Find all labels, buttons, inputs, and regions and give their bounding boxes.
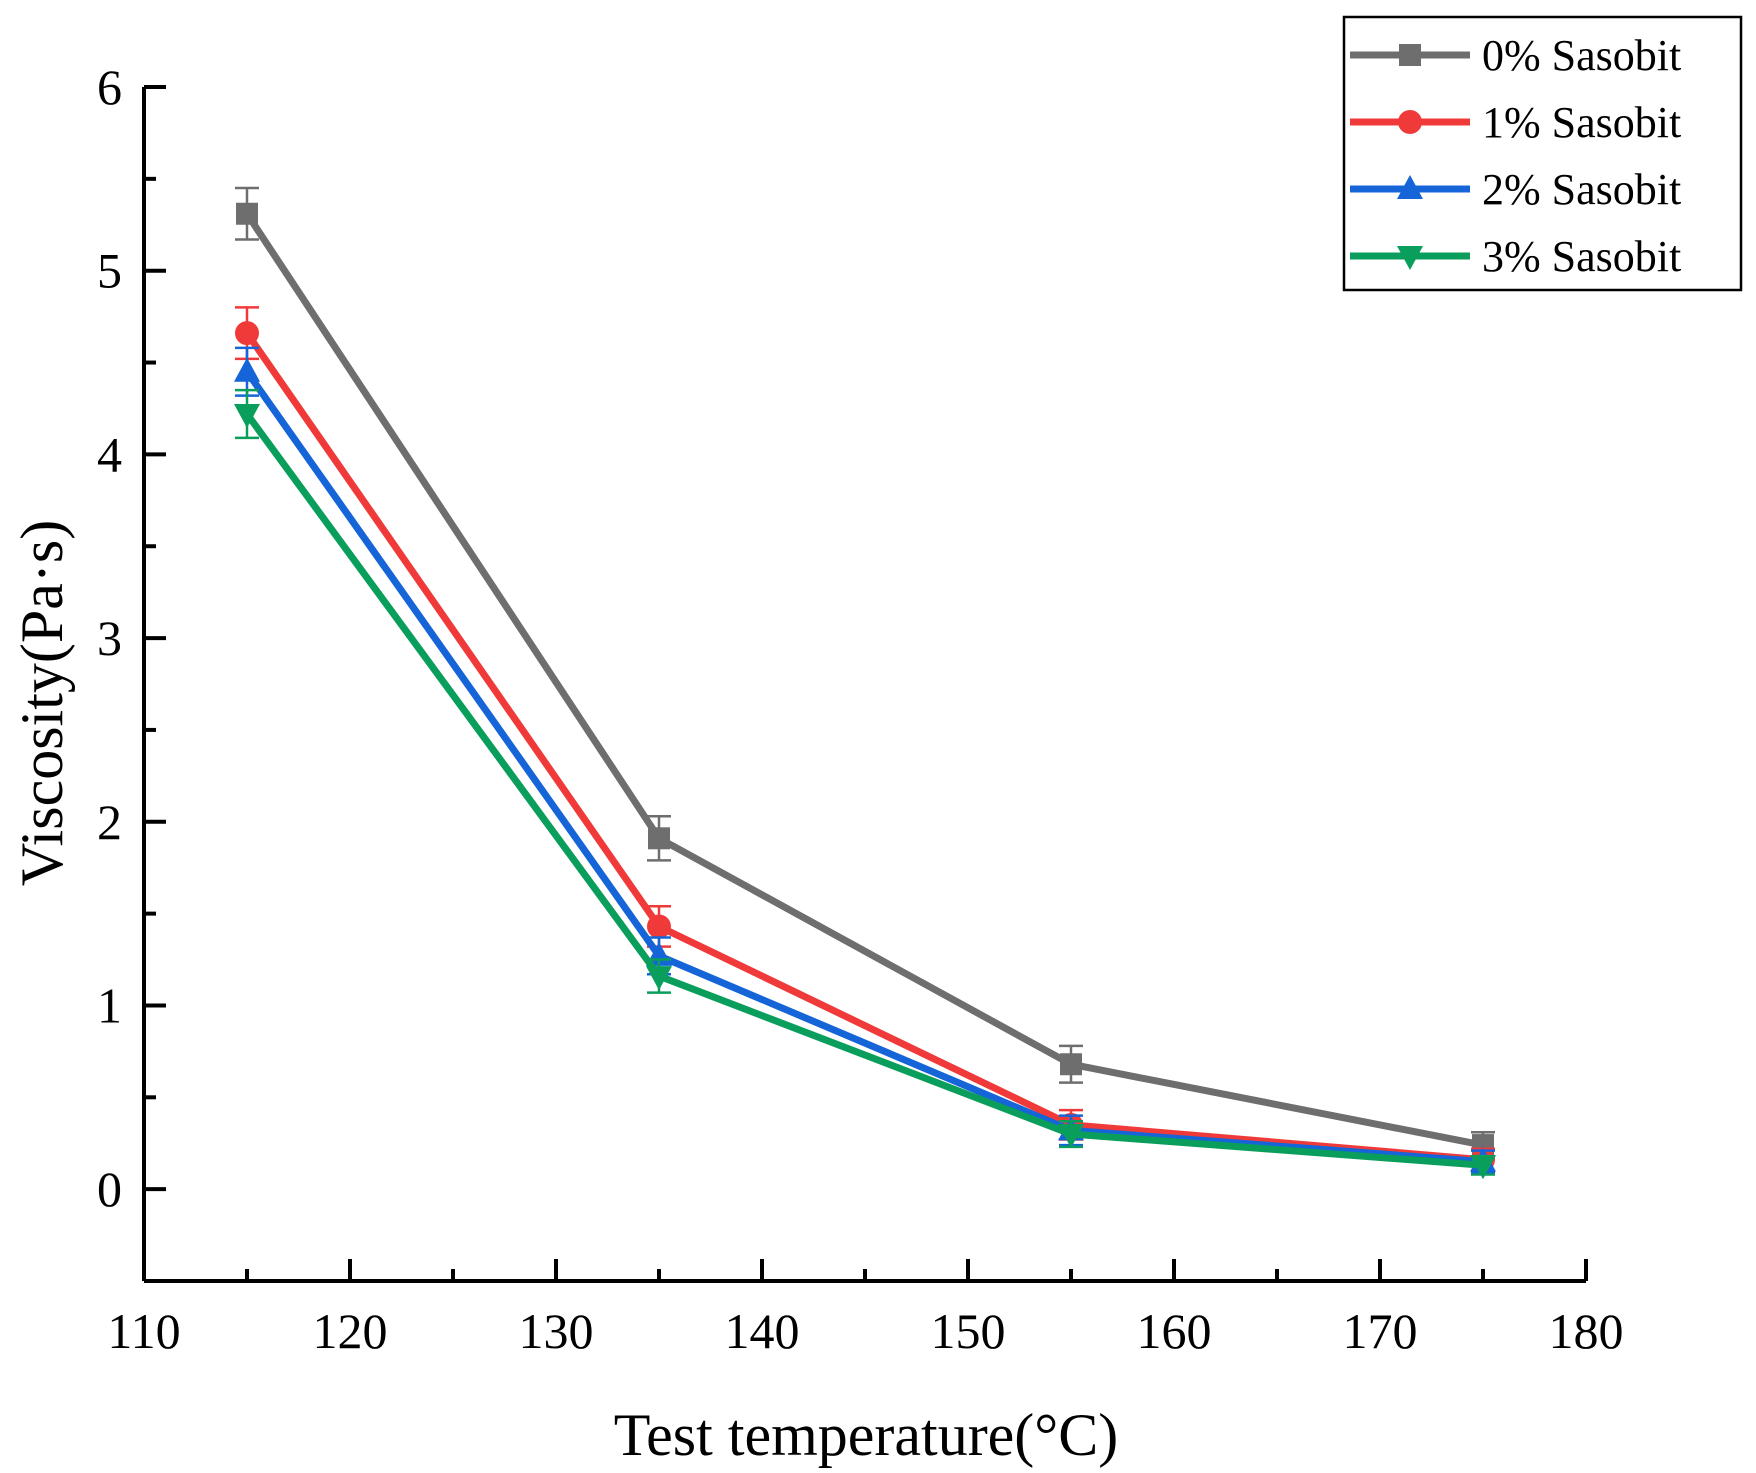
axes: 110 120 130 140 150 160 170 180 0 1 2 3 4 5 6 [97, 59, 1624, 1359]
legend-entry: 3% Sasobit [1350, 232, 1681, 281]
data-point [1058, 1124, 1084, 1149]
data-point [646, 966, 672, 991]
x-tick-label: 140 [725, 1303, 800, 1359]
data-point [1060, 1053, 1082, 1076]
legend-entry: 1% Sasobit [1350, 98, 1681, 147]
legend-label: 1% Sasobit [1482, 98, 1681, 147]
y-tick-label: 2 [97, 794, 122, 850]
series-0pct-sasobit [235, 186, 1495, 1160]
series-3pct-sasobit [234, 388, 1496, 1180]
y-tick-label: 6 [97, 59, 122, 115]
series-2pct-sasobit [234, 346, 1496, 1174]
data-point [648, 827, 670, 850]
series-line [244, 369, 1484, 1166]
data-point [647, 914, 671, 939]
series-line [244, 211, 1484, 1149]
series-line [244, 331, 1484, 1164]
data-point [235, 321, 259, 346]
x-tick-label: 170 [1343, 1303, 1418, 1359]
data-point [234, 403, 260, 428]
data-point [236, 202, 258, 225]
y-axis-title: Viscosity(Pa·s) [9, 520, 75, 886]
x-tick-label: 120 [313, 1303, 388, 1359]
legend-marker [1399, 44, 1421, 66]
x-tick-label: 180 [1549, 1303, 1624, 1359]
x-tick-label: 160 [1137, 1303, 1212, 1359]
legend-marker [1397, 246, 1423, 270]
data-point [234, 357, 260, 382]
legend-entry: 2% Sasobit [1350, 165, 1681, 214]
series-layer [234, 186, 1496, 1180]
y-tick-label: 0 [97, 1161, 122, 1217]
x-tick-label: 110 [107, 1303, 180, 1359]
legend: 0% Sasobit 1% Sasobit 2% Sasobit 3% Sasobit [1342, 15, 1743, 292]
y-tick-label: 3 [97, 610, 122, 666]
y-tick-label: 1 [97, 977, 122, 1033]
legend-marker [1397, 175, 1423, 199]
x-tick-label: 130 [519, 1303, 594, 1359]
legend-label: 0% Sasobit [1482, 31, 1681, 80]
legend-label: 2% Sasobit [1482, 165, 1681, 214]
series-line [244, 411, 1484, 1169]
legend-marker [1398, 110, 1422, 134]
x-axis-title: Test temperature(°C) [614, 1402, 1119, 1468]
x-tick-label: 150 [931, 1303, 1006, 1359]
legend-label: 3% Sasobit [1482, 232, 1681, 281]
data-point [1470, 1155, 1496, 1180]
y-tick-label: 4 [97, 426, 122, 482]
y-tick-label: 5 [97, 243, 122, 299]
legend-entry: 0% Sasobit [1350, 31, 1681, 80]
